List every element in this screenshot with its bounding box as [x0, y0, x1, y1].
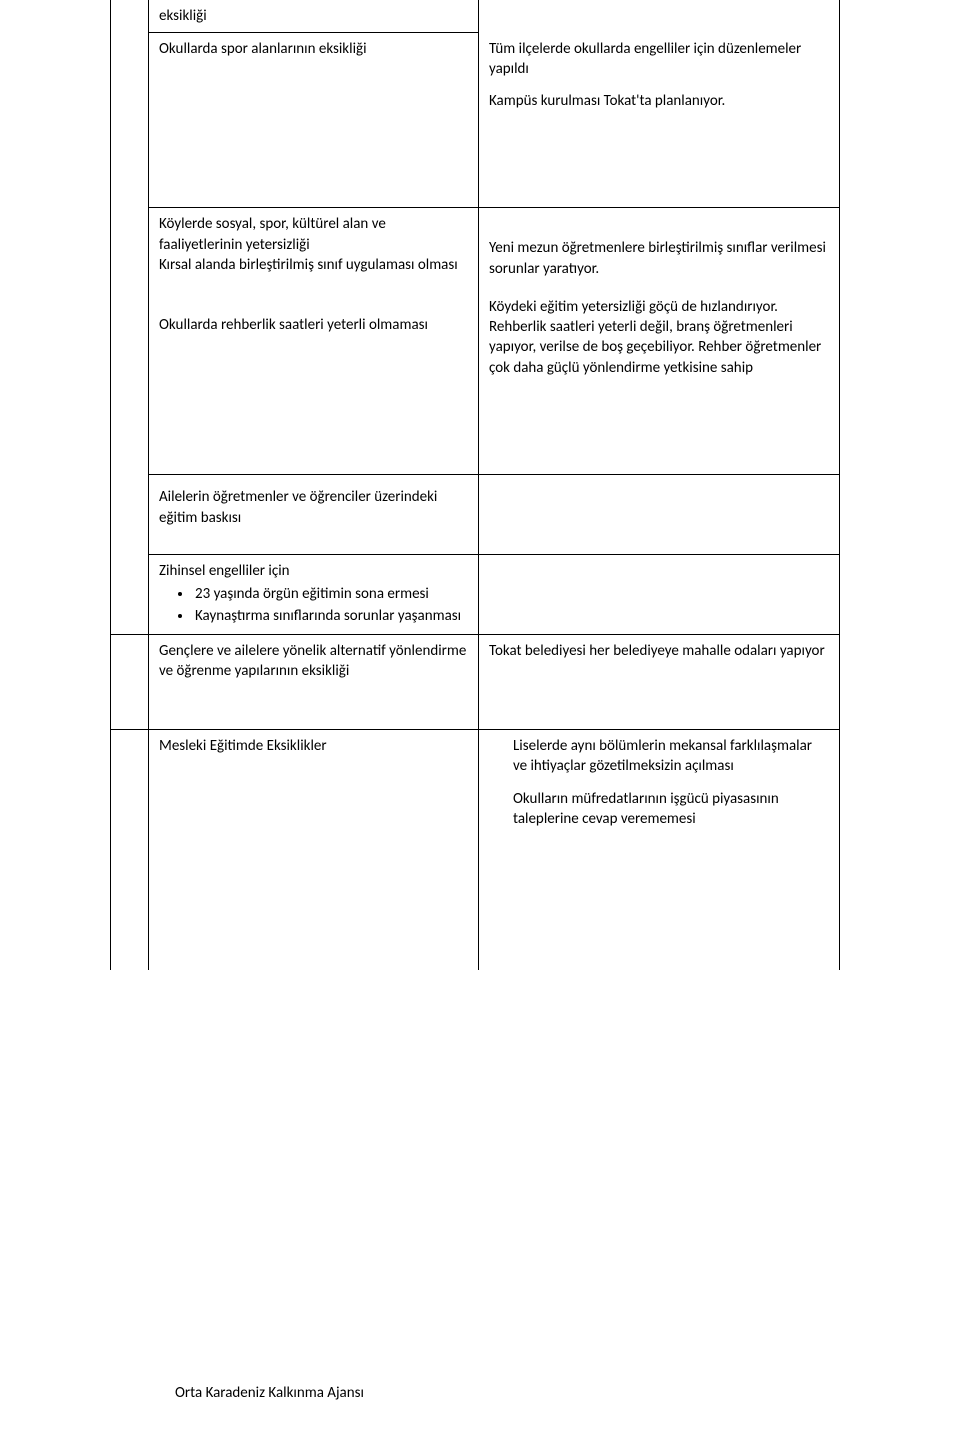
row-label-cell: [111, 555, 149, 635]
cell-text: Köylerde sosyal, spor, kültürel alan ve …: [159, 214, 468, 255]
list-item: Kaynaştırma sınıflarında sorunlar yaşanm…: [193, 606, 468, 626]
cell-text: Ailelerin öğretmenler ve öğrenciler üzer…: [159, 487, 468, 528]
cell-left: Okullarda spor alanlarının eksikliği: [149, 33, 479, 208]
cell-left: Köylerde sosyal, spor, kültürel alan ve …: [149, 208, 479, 285]
cell-text: Rehberlik saatleri yeterli değil, branş …: [489, 317, 829, 378]
row-label-cell: [111, 0, 149, 33]
cell-text: Okullarda spor alanlarının eksikliği: [159, 40, 367, 58]
row-label-cell: [111, 730, 149, 970]
page-footer: Orta Karadeniz Kalkınma Ajansı: [175, 1384, 364, 1402]
list-item: 23 yaşında örgün eğitimin sona ermesi: [193, 584, 468, 604]
cell-text: Kırsal alanda birleştirilmiş sınıf uygul…: [159, 255, 468, 275]
cell-text: Okulların müfredatlarının işgücü piyasas…: [513, 789, 829, 830]
cell-text: Yeni mezun öğretmenlere birleştirilmiş s…: [489, 238, 829, 279]
table-row: Ailelerin öğretmenler ve öğrenciler üzer…: [111, 475, 840, 555]
row-label-cell: [111, 475, 149, 555]
list-item-text: 23 yaşında örgün eğitimin sona ermesi: [195, 585, 429, 603]
cell-right: Köydeki eğitim yetersizliği göçü de hızl…: [479, 285, 840, 475]
row-label-cell: [111, 285, 149, 475]
cell-right: Yeni mezun öğretmenlere birleştirilmiş s…: [479, 208, 840, 285]
cell-text: Köydeki eğitim yetersizliği göçü de hızl…: [489, 297, 829, 317]
cell-left: Gençlere ve ailelere yönelik alternatif …: [149, 635, 479, 730]
cell-text: Tüm ilçelerde okullarda engelliler için …: [489, 39, 829, 80]
table-row: Köylerde sosyal, spor, kültürel alan ve …: [111, 208, 840, 285]
row-label-cell: [111, 635, 149, 730]
cell-text: Okullarda rehberlik saatleri yeterli olm…: [159, 315, 468, 335]
cell-text: Zihinsel engelliler için: [159, 561, 468, 581]
cell-left: Mesleki Eğitimde Eksiklikler: [149, 730, 479, 970]
cell-text: Tokat belediyesi her belediyeye mahalle …: [489, 641, 829, 661]
document-page: eksikliği Okullarda spor alanlarının eks…: [0, 0, 960, 1442]
table-row: Okullarda rehberlik saatleri yeterli olm…: [111, 285, 840, 475]
cell-text: eksikliği: [159, 7, 207, 25]
cell-text: Mesleki Eğitimde Eksiklikler: [159, 736, 468, 756]
row-label-cell: [111, 208, 149, 285]
cell-right: [479, 475, 840, 555]
cell-right: Liselerde aynı bölümlerin mekansal farkl…: [479, 730, 840, 970]
table-row: Okullarda spor alanlarının eksikliği Tüm…: [111, 33, 840, 208]
cell-left: Zihinsel engelliler için 23 yaşında örgü…: [149, 555, 479, 635]
cell-left: Ailelerin öğretmenler ve öğrenciler üzer…: [149, 475, 479, 555]
cell-text: Kampüs kurulması Tokat'ta planlanıyor.: [489, 91, 829, 111]
cell-right: Tüm ilçelerde okullarda engelliler için …: [479, 33, 840, 208]
cell-text: Gençlere ve ailelere yönelik alternatif …: [159, 641, 468, 682]
content-table: eksikliği Okullarda spor alanlarının eks…: [110, 0, 840, 970]
row-label-cell: [111, 33, 149, 208]
list-item-text: Kaynaştırma sınıflarında sorunlar yaşanm…: [195, 607, 461, 625]
table-row: eksikliği: [111, 0, 840, 33]
cell-text: Liselerde aynı bölümlerin mekansal farkl…: [513, 736, 829, 777]
table-row: Mesleki Eğitimde Eksiklikler Liselerde a…: [111, 730, 840, 970]
cell-right: [479, 555, 840, 635]
table-row: Gençlere ve ailelere yönelik alternatif …: [111, 635, 840, 730]
bullet-list: 23 yaşında örgün eğitimin sona ermesi Ka…: [159, 584, 468, 627]
cell-right: [479, 0, 840, 33]
cell-left: Okullarda rehberlik saatleri yeterli olm…: [149, 285, 479, 475]
cell-right: Tokat belediyesi her belediyeye mahalle …: [479, 635, 840, 730]
cell-left: eksikliği: [149, 0, 479, 33]
table-row: Zihinsel engelliler için 23 yaşında örgü…: [111, 555, 840, 635]
